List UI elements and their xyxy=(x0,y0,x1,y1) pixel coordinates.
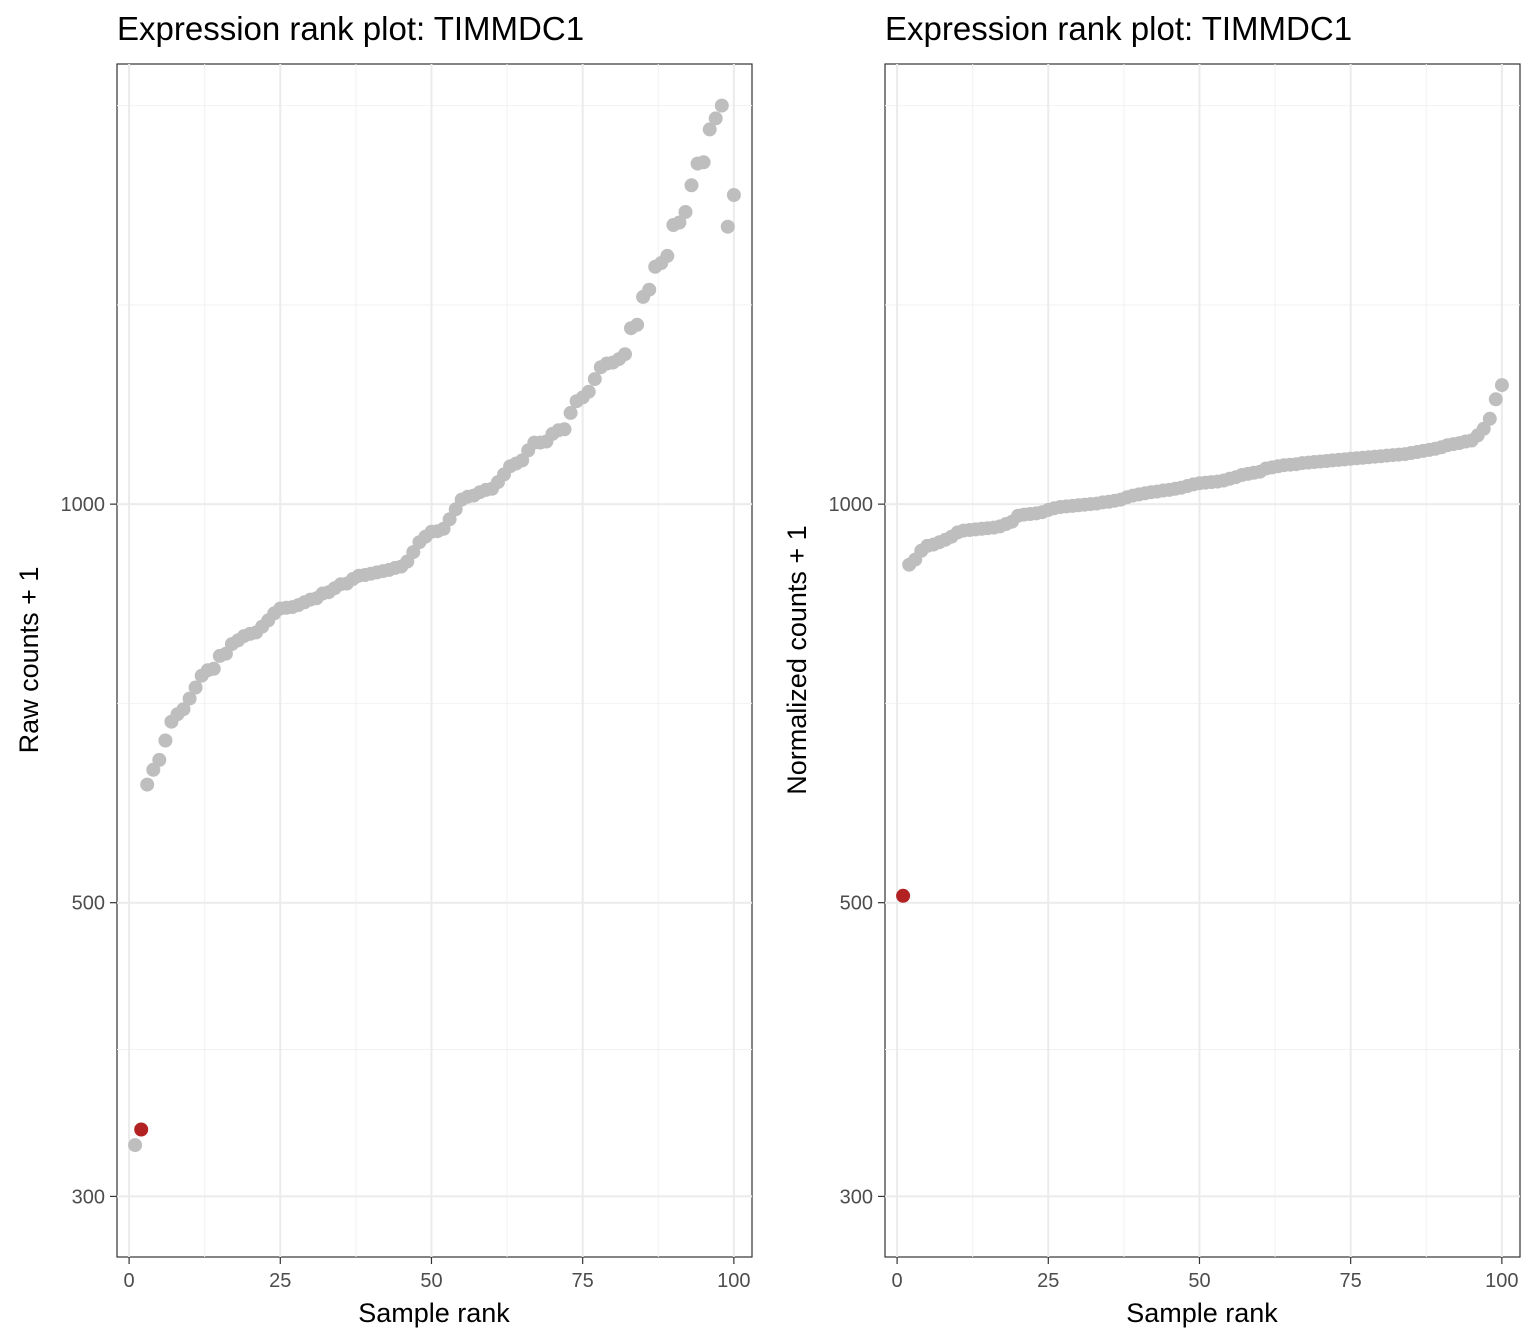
normalized-y-tick-label: 500 xyxy=(840,893,873,915)
raw-x-tick-label: 100 xyxy=(717,1270,750,1292)
normalized-data-point xyxy=(1488,392,1503,407)
raw-y-ticks: 300 500 1000 xyxy=(61,494,117,1208)
normalized-data-point xyxy=(1476,421,1491,436)
normalized-y-tick-label: 1000 xyxy=(829,494,874,516)
raw-x-tick-label: 0 xyxy=(124,1270,135,1292)
normalized-x-tick-label: 50 xyxy=(1188,1270,1210,1292)
normalized-points xyxy=(896,378,1509,903)
raw-data-point xyxy=(672,215,687,230)
normalized-x-tick-label: 0 xyxy=(892,1270,903,1292)
raw-data-point xyxy=(678,205,693,219)
raw-panel-border xyxy=(116,63,753,1258)
raw-data-point xyxy=(128,1138,143,1153)
raw-y-tick-label: 500 xyxy=(72,893,105,915)
raw-data-point xyxy=(684,178,699,193)
normalized-x-tick-label: 25 xyxy=(1037,1270,1059,1292)
raw-data-point xyxy=(708,111,723,126)
normalized-y-ticks: 300 500 1000 xyxy=(829,494,885,1208)
raw-x-axis-label: Sample rank xyxy=(358,1298,510,1328)
raw-data-point xyxy=(158,733,173,748)
normalized-y-tick-label: 300 xyxy=(840,1186,873,1208)
raw-data-point xyxy=(660,248,675,263)
raw-y-axis-label: Raw counts + 1 xyxy=(14,567,44,754)
normalized-x-tick-label: 100 xyxy=(1485,1270,1518,1292)
raw-data-point xyxy=(182,691,197,706)
raw-data-point xyxy=(188,680,203,695)
raw-data-point xyxy=(714,98,729,113)
normalized-counts-chart: Expression rank plot: TIMMDC1 0 25 50 75 100… xyxy=(782,10,1521,1328)
raw-points xyxy=(128,98,741,1153)
raw-data-point xyxy=(563,405,578,420)
raw-highlight-point xyxy=(134,1122,149,1137)
raw-data-point xyxy=(140,777,155,792)
raw-x-tick-label: 75 xyxy=(572,1270,594,1292)
raw-data-point xyxy=(618,347,632,362)
raw-gridlines xyxy=(117,64,752,1257)
raw-x-ticks: 0 25 50 75 100 xyxy=(124,1257,751,1292)
raw-data-point xyxy=(630,317,645,332)
raw-data-point xyxy=(726,188,741,202)
normalized-data-point xyxy=(1494,378,1509,393)
normalized-x-ticks: 0 25 50 75 100 xyxy=(892,1257,1519,1292)
raw-data-point xyxy=(206,661,221,676)
raw-data-point xyxy=(581,384,596,399)
raw-data-point xyxy=(442,512,457,527)
raw-data-point xyxy=(702,122,717,137)
normalized-x-axis-label: Sample rank xyxy=(1126,1298,1278,1328)
normalized-panel-border xyxy=(884,63,1521,1258)
raw-data-point xyxy=(642,282,657,297)
normalized-highlight-point xyxy=(896,888,911,903)
raw-counts-chart: Expression rank plot: TIMMDC1 0 25 50 75 100… xyxy=(14,10,753,1328)
raw-data-point xyxy=(720,219,735,234)
normalized-x-tick-label: 75 xyxy=(1340,1270,1362,1292)
normalized-data-point xyxy=(1482,411,1497,426)
raw-data-point xyxy=(587,372,602,387)
normalized-y-axis-label: Normalized counts + 1 xyxy=(782,525,812,794)
raw-chart-title: Expression rank plot: TIMMDC1 xyxy=(117,10,584,47)
raw-data-point xyxy=(176,702,191,717)
raw-x-tick-label: 25 xyxy=(269,1270,291,1292)
raw-y-tick-label: 300 xyxy=(72,1186,105,1208)
raw-x-tick-label: 50 xyxy=(420,1270,442,1292)
raw-data-point xyxy=(696,155,711,170)
raw-data-point xyxy=(152,752,167,767)
normalized-gridlines xyxy=(885,64,1520,1257)
raw-y-tick-label: 1000 xyxy=(61,494,106,516)
normalized-chart-title: Expression rank plot: TIMMDC1 xyxy=(885,10,1352,47)
raw-data-point xyxy=(557,422,572,437)
